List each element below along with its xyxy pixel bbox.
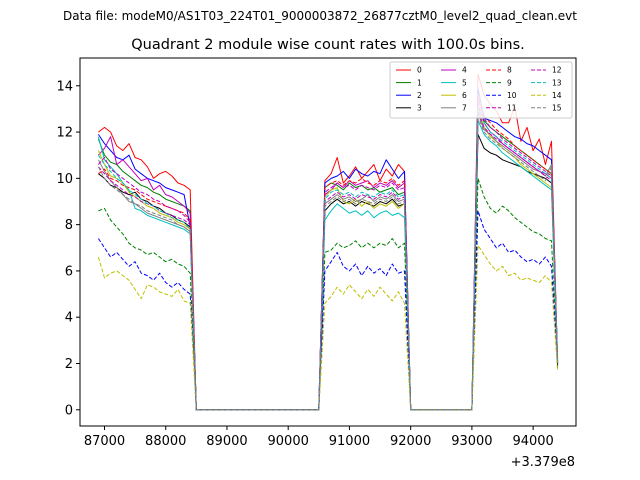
series-line-11 — [98, 110, 559, 411]
y-tick-label: 6 — [65, 264, 73, 279]
legend-label-3: 3 — [417, 104, 422, 113]
y-tick-label: 10 — [56, 172, 73, 187]
legend-label-0: 0 — [417, 66, 422, 75]
legend-label-7: 7 — [462, 104, 467, 113]
chart-suptitle: Data file: modeM0/AS1T03_224T01_90000038… — [63, 9, 577, 23]
series-line-5 — [97, 120, 559, 411]
y-tick-label: 0 — [65, 403, 73, 418]
legend-label-2: 2 — [417, 91, 422, 100]
legend-label-10: 10 — [507, 91, 517, 100]
y-tick-label: 12 — [56, 126, 73, 141]
legend-label-15: 15 — [552, 104, 562, 113]
series-line-10 — [97, 210, 559, 411]
legend-label-11: 11 — [507, 104, 517, 113]
x-tick-label: 87000 — [84, 434, 125, 449]
legend-label-1: 1 — [417, 78, 422, 87]
series-layer — [97, 73, 559, 411]
x-tick-label: 91000 — [329, 434, 370, 449]
legend-label-9: 9 — [507, 78, 512, 87]
series-line-14 — [97, 245, 559, 411]
y-tick-label: 8 — [65, 218, 73, 233]
x-tick-label: 92000 — [390, 434, 431, 449]
legend-label-6: 6 — [462, 91, 467, 100]
legend-label-13: 13 — [552, 78, 562, 87]
x-tick-label: 90000 — [268, 434, 309, 449]
y-tick-label: 2 — [65, 357, 73, 372]
x-axis: 87000 88000 89000 90000 91000 92000 93000 94000 — [84, 426, 554, 449]
legend-label-4: 4 — [462, 66, 467, 75]
series-line-13 — [97, 106, 559, 411]
series-line-9 — [98, 177, 559, 411]
x-tick-label: 89000 — [206, 434, 247, 449]
legend-label-12: 12 — [552, 66, 562, 75]
y-axis: 0 2 4 6 8 10 12 14 — [56, 79, 80, 418]
x-tick-label: 88000 — [145, 434, 186, 449]
series-line-7 — [97, 113, 559, 411]
x-tick-label: 94000 — [512, 434, 553, 449]
plot-frame — [79, 57, 577, 427]
x-offset-label: +3.379e8 — [511, 455, 575, 470]
y-tick-label: 4 — [65, 311, 73, 326]
legend-label-14: 14 — [552, 91, 562, 100]
y-tick-label: 14 — [56, 79, 73, 94]
series-line-3 — [98, 133, 559, 411]
legend-box — [389, 61, 573, 119]
series-line-15 — [97, 115, 559, 411]
x-tick-label: 93000 — [451, 434, 492, 449]
chart-title: Quadrant 2 module wise count rates with … — [131, 37, 525, 53]
legend-label-5: 5 — [462, 78, 467, 87]
legend-label-8: 8 — [507, 66, 512, 75]
